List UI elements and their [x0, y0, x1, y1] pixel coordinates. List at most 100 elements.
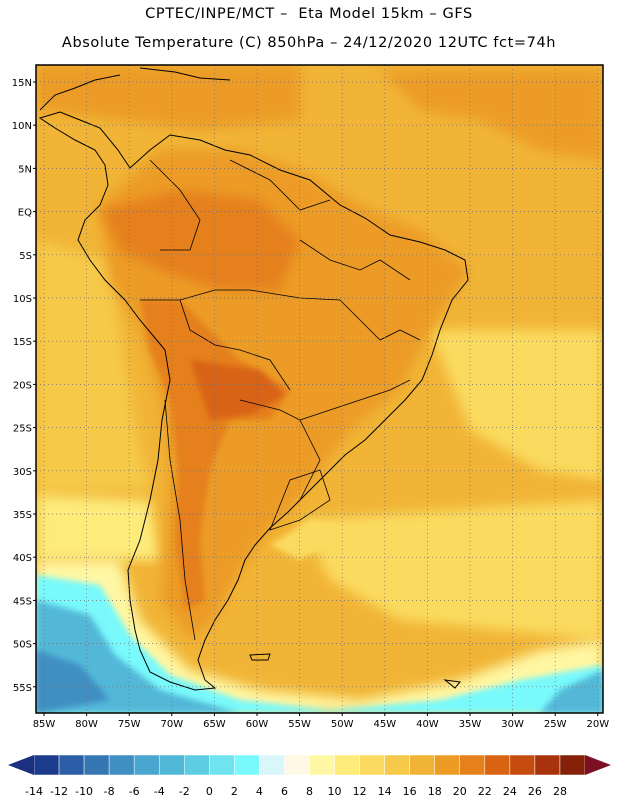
colorbar-tick-label: 12	[353, 785, 367, 798]
colorbar-tick-label: -8	[104, 785, 115, 798]
colorbar-tick-label: -12	[50, 785, 68, 798]
coastline-island-south	[249, 653, 271, 661]
colorbar-tick-label: 14	[378, 785, 392, 798]
field-amazon-22-24	[100, 190, 300, 290]
field-cold-2-4	[36, 575, 603, 713]
colorbar-cell	[58, 754, 85, 776]
graticule	[36, 65, 603, 713]
colorbar-tick-label: 20	[453, 785, 467, 798]
chart-title-line1: CPTEC/INPE/MCT – Eta Model 15km – GFS	[145, 6, 473, 22]
border-chile-argentina	[164, 399, 196, 641]
colorbar-cell	[384, 754, 410, 776]
colorbar-cell	[158, 754, 185, 776]
border-venezuela-guyana	[229, 159, 331, 211]
border-brazil-states-south	[299, 379, 411, 421]
field-uruguay-cool	[270, 520, 360, 560]
lat-label: 5S	[19, 251, 32, 262]
colorbar-tick-label: -2	[179, 785, 190, 798]
lat-label: 40S	[13, 553, 32, 564]
lat-label: 5N	[18, 164, 32, 175]
lat-label: 35S	[13, 510, 32, 521]
border-uruguay	[269, 469, 331, 531]
colorbar-tick-label: 8	[306, 785, 313, 798]
lat-label: EQ	[18, 208, 32, 219]
chart-title-line2: Absolute Temperature (C) 850hPa – 24/12/…	[61, 35, 557, 51]
lon-label: 75W	[118, 719, 141, 730]
field-cold-east	[540, 670, 603, 713]
coastline-falklands	[443, 679, 461, 689]
lat-label: 45S	[13, 596, 32, 607]
field-south-8-10	[36, 560, 603, 713]
colorbar-cell	[459, 754, 486, 776]
colorbar-cell	[309, 754, 335, 776]
colorbar-cell	[484, 754, 511, 776]
border-bolivia	[179, 299, 291, 391]
colorbar-cell	[234, 754, 260, 776]
lon-label: 45W	[373, 719, 396, 730]
lat-label: 10N	[12, 121, 32, 132]
lon-label: 85W	[33, 719, 56, 730]
lon-label: 60W	[246, 719, 269, 730]
coastline-south-america	[38, 111, 469, 691]
lat-label: 20S	[13, 380, 32, 391]
field-pacific-10-12	[36, 495, 160, 560]
colorbar-tick-label: 24	[503, 785, 517, 798]
colorbar-cell	[559, 754, 586, 776]
lat-label: 50S	[13, 640, 32, 651]
colorbar-tick-label: 22	[478, 785, 492, 798]
colorbar-cell	[409, 754, 435, 776]
colorbar-cell	[184, 754, 210, 776]
field-cold-minus8	[36, 650, 110, 713]
longitude-labels: 85W 80W 75W 70W 65W 60W 55W 50W 45W 40W 35W 30W 25W 2…	[33, 713, 609, 730]
colorbar-tick-label: -6	[129, 785, 140, 798]
colorbar-tick-label: -14	[25, 785, 43, 798]
lon-label: 25W	[544, 719, 567, 730]
colorbar-cell	[259, 754, 285, 776]
map-frame	[35, 64, 604, 714]
lon-label: 35W	[459, 719, 482, 730]
lon-label: 55W	[288, 719, 311, 730]
colorbar-cell	[209, 754, 235, 776]
colorbar-cell	[359, 754, 385, 776]
latitude-labels: 15N 10N 5N EQ 5S 10S 15S 20S 25S 30S 35S 40S 45S 50S 5…	[12, 78, 36, 694]
field-south-atl-12-14	[300, 500, 603, 640]
colorbar-tick-label: 16	[403, 785, 417, 798]
colorbar-cell	[284, 754, 310, 776]
coastline-central-america	[39, 74, 121, 111]
colorbar-left-arrow	[8, 755, 34, 775]
colorbar: -14 -12 -10 -8 -6 -4 -2 0 2 4 6 8 10 12 14 16 18 20 22 24 26…	[8, 754, 611, 798]
colorbar-cell	[509, 754, 536, 776]
colorbar-tick-label: -10	[75, 785, 93, 798]
colorbar-cell	[133, 754, 160, 776]
lon-label: 30W	[501, 719, 524, 730]
colorbar-tick-label: 26	[528, 785, 542, 798]
colorbar-cell	[534, 754, 561, 776]
field-warm-caribbean	[36, 65, 300, 130]
field-atlantic-12-14	[430, 330, 603, 480]
lon-label: 50W	[331, 719, 354, 730]
border-peru-brazil	[140, 289, 341, 301]
lat-label: 15N	[12, 78, 32, 89]
border-brazil-states-central	[339, 299, 421, 341]
colorbar-cell	[334, 754, 360, 776]
field-pacific-14-16	[36, 240, 150, 495]
lat-label: 25S	[13, 424, 32, 435]
colorbar-cell	[33, 754, 60, 776]
lat-label: 15S	[13, 337, 32, 348]
border-brazil-states-north	[299, 239, 411, 281]
colorbar-tick-label: 6	[281, 785, 288, 798]
colorbar-tick-label: 28	[553, 785, 567, 798]
lat-label: 30S	[13, 467, 32, 478]
lon-label: 40W	[416, 719, 439, 730]
colorbar-cell	[434, 754, 461, 776]
colorbar-tick-label: -4	[154, 785, 165, 798]
temperature-field	[36, 65, 603, 713]
colorbar-cell	[108, 754, 135, 776]
lon-label: 80W	[75, 719, 98, 730]
colorbar-tick-label: 2	[231, 785, 238, 798]
coastline-caribbean-islands	[139, 67, 231, 81]
lat-label: 55S	[13, 683, 32, 694]
lon-label: 65W	[203, 719, 226, 730]
lon-label: 20W	[586, 719, 609, 730]
